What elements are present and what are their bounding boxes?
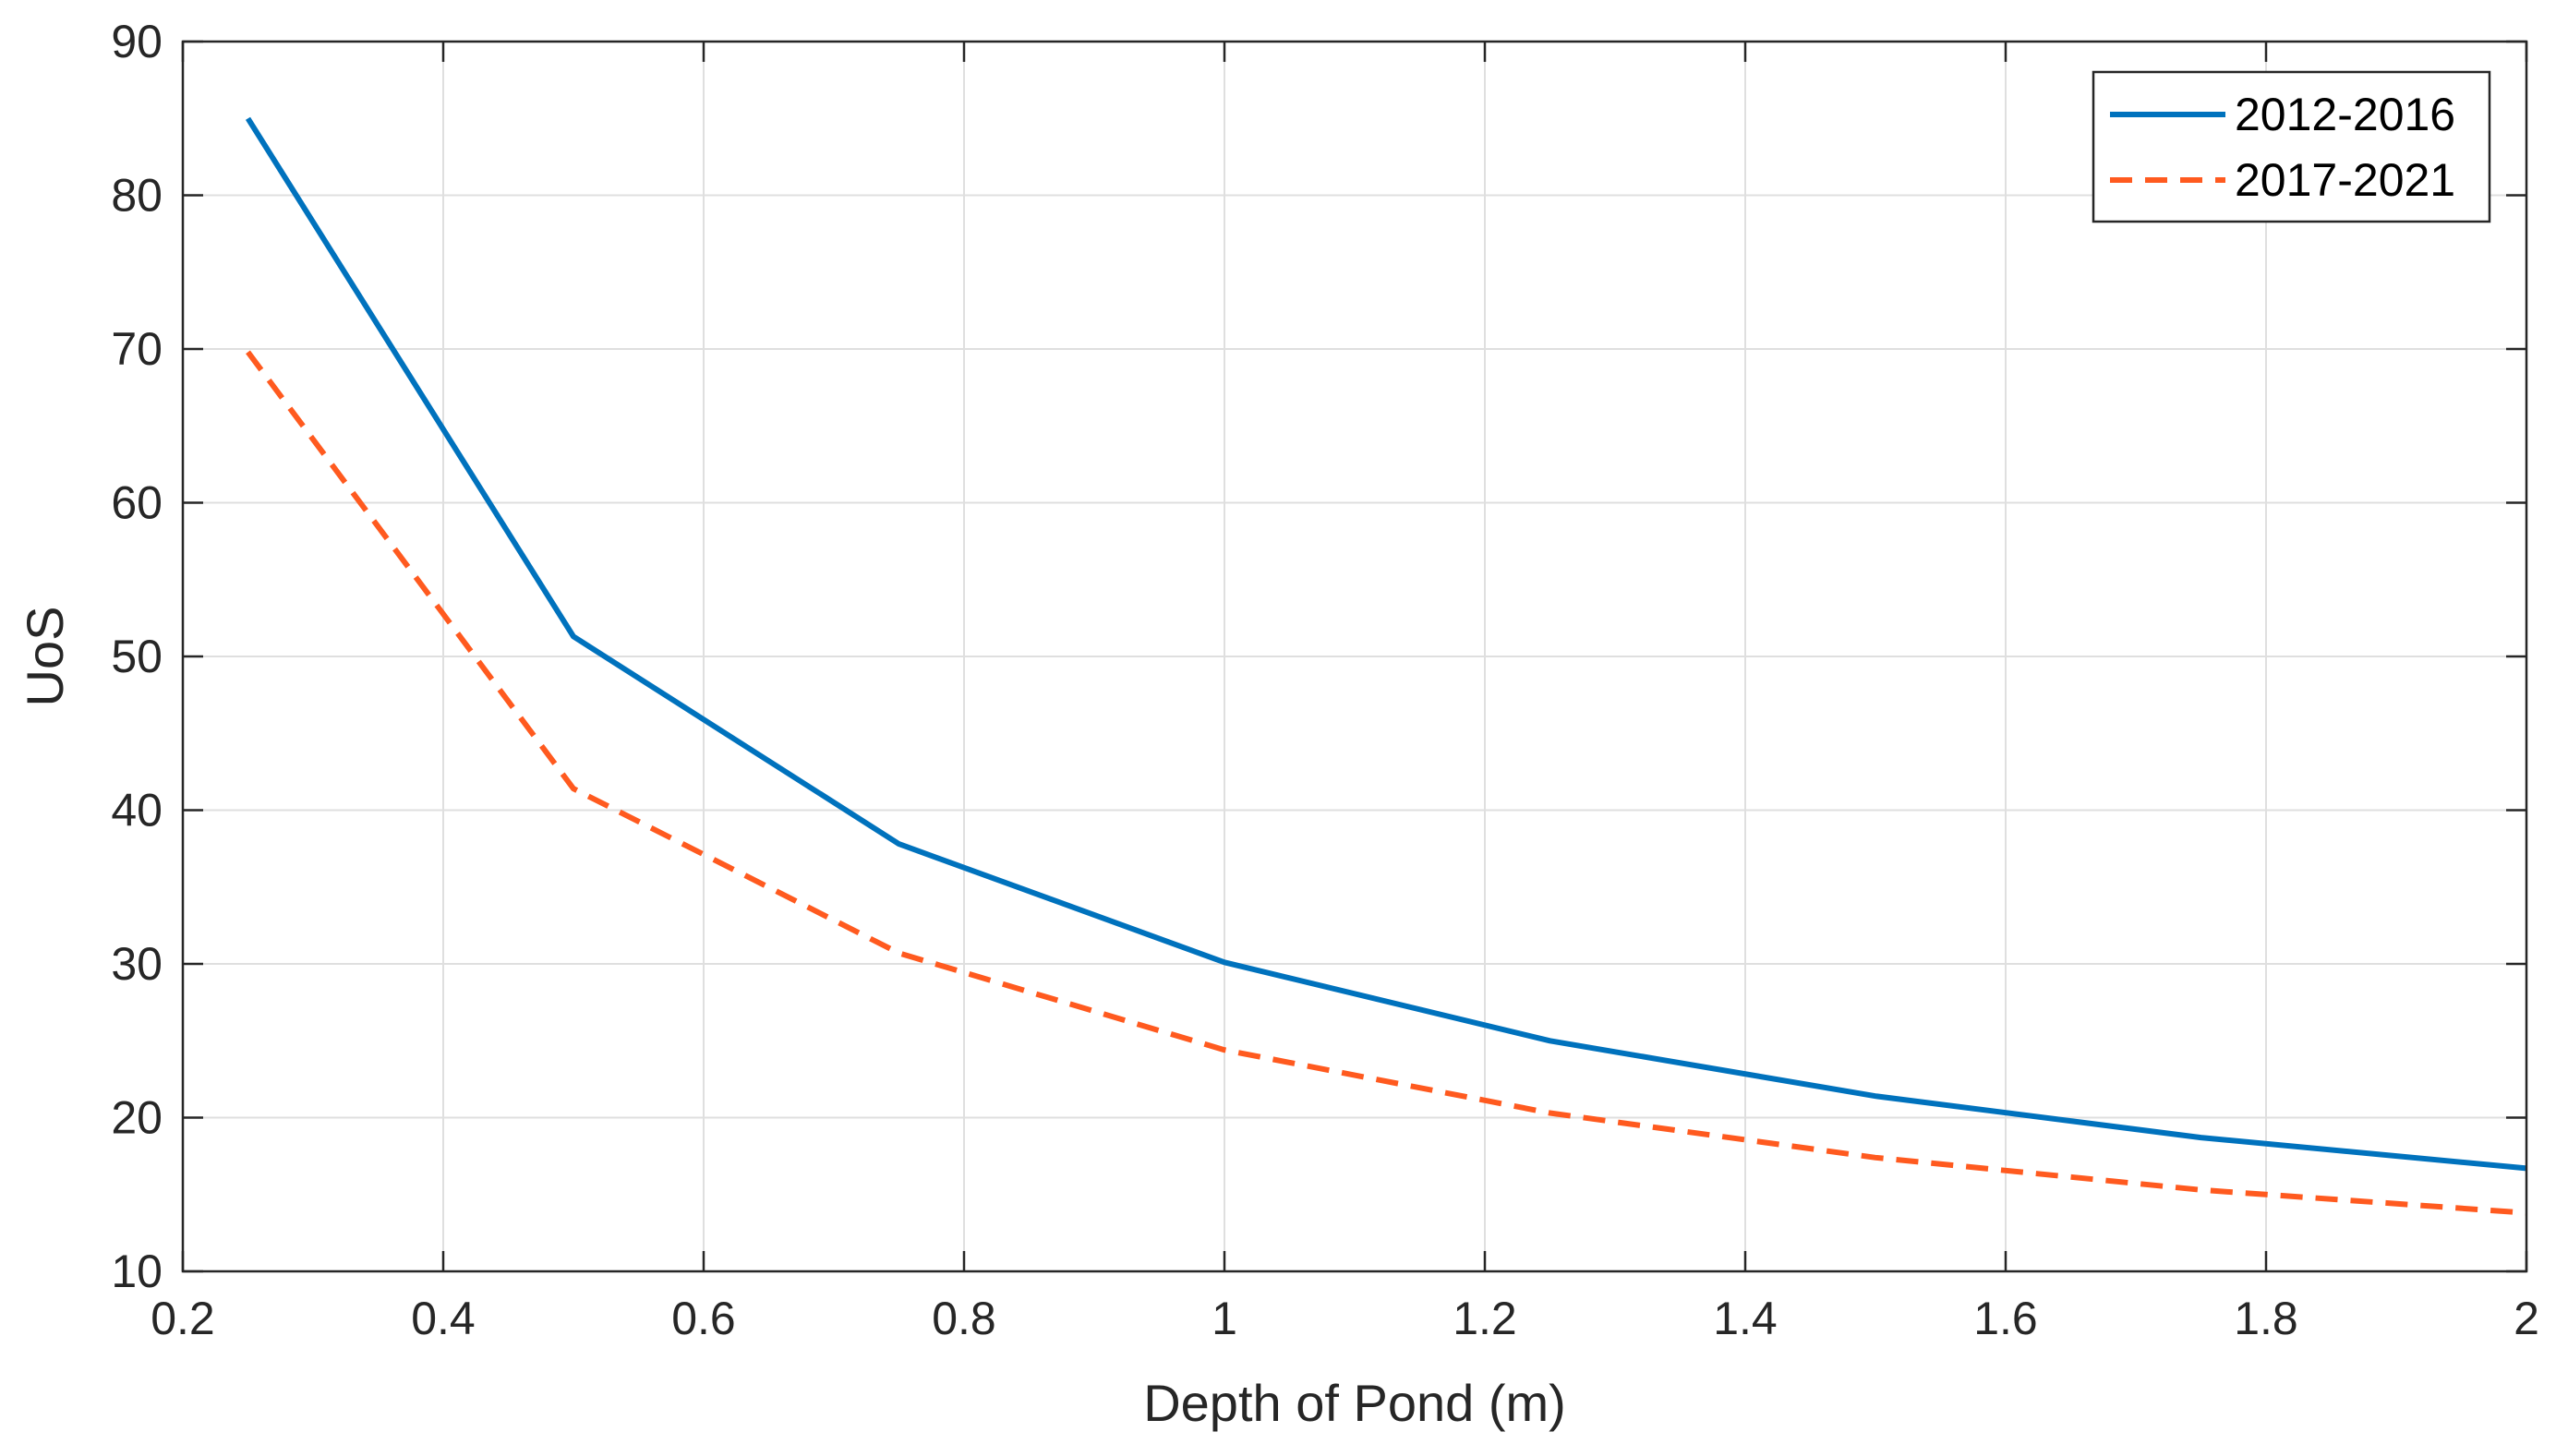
grid-lines [183,42,2526,1271]
series-lines [245,116,2527,1216]
y-tick-label: 10 [111,1245,163,1297]
series-line-2 [246,350,2527,1216]
axis-ticks: 0.2 0.4 0.6 0.8 1 1.2 1.4 1.6 1.8 2 10 20 30 40 50 60 70… [111,16,2539,1344]
legend-label-2017-2021: 2017-2021 [2235,154,2455,206]
x-tick-label: 1.6 [1973,1293,2038,1344]
x-tick-label: 0.4 [411,1293,476,1344]
x-tick-label: 1 [1212,1293,1237,1344]
y-tick-label: 40 [111,785,163,836]
y-tick-label: 80 [111,170,163,222]
y-tick-label: 20 [111,1092,163,1144]
y-tick-label: 30 [111,938,163,990]
x-tick-label: 1.8 [2234,1293,2298,1344]
y-tick-label: 50 [111,631,163,682]
y-tick-label: 90 [111,16,163,67]
legend-box [2092,70,2491,223]
x-tick-label: 0.8 [932,1293,996,1344]
y-axis-label: UoS [16,607,74,707]
x-tick-label: 0.2 [151,1293,215,1344]
series-line-1 [245,116,2527,1172]
x-tick-label: 0.6 [671,1293,736,1344]
legend: 2012-2016 2017-2021 [2092,70,2491,223]
x-tick-label: 2 [2514,1293,2539,1344]
y-tick-label: 70 [111,323,163,375]
legend-label-2012-2016: 2012-2016 [2235,89,2455,140]
x-tick-label: 1.4 [1713,1293,1778,1344]
x-tick-label: 1.2 [1453,1293,1517,1344]
x-axis-label: Depth of Pond (m) [1143,1374,1566,1432]
y-tick-label: 60 [111,477,163,529]
